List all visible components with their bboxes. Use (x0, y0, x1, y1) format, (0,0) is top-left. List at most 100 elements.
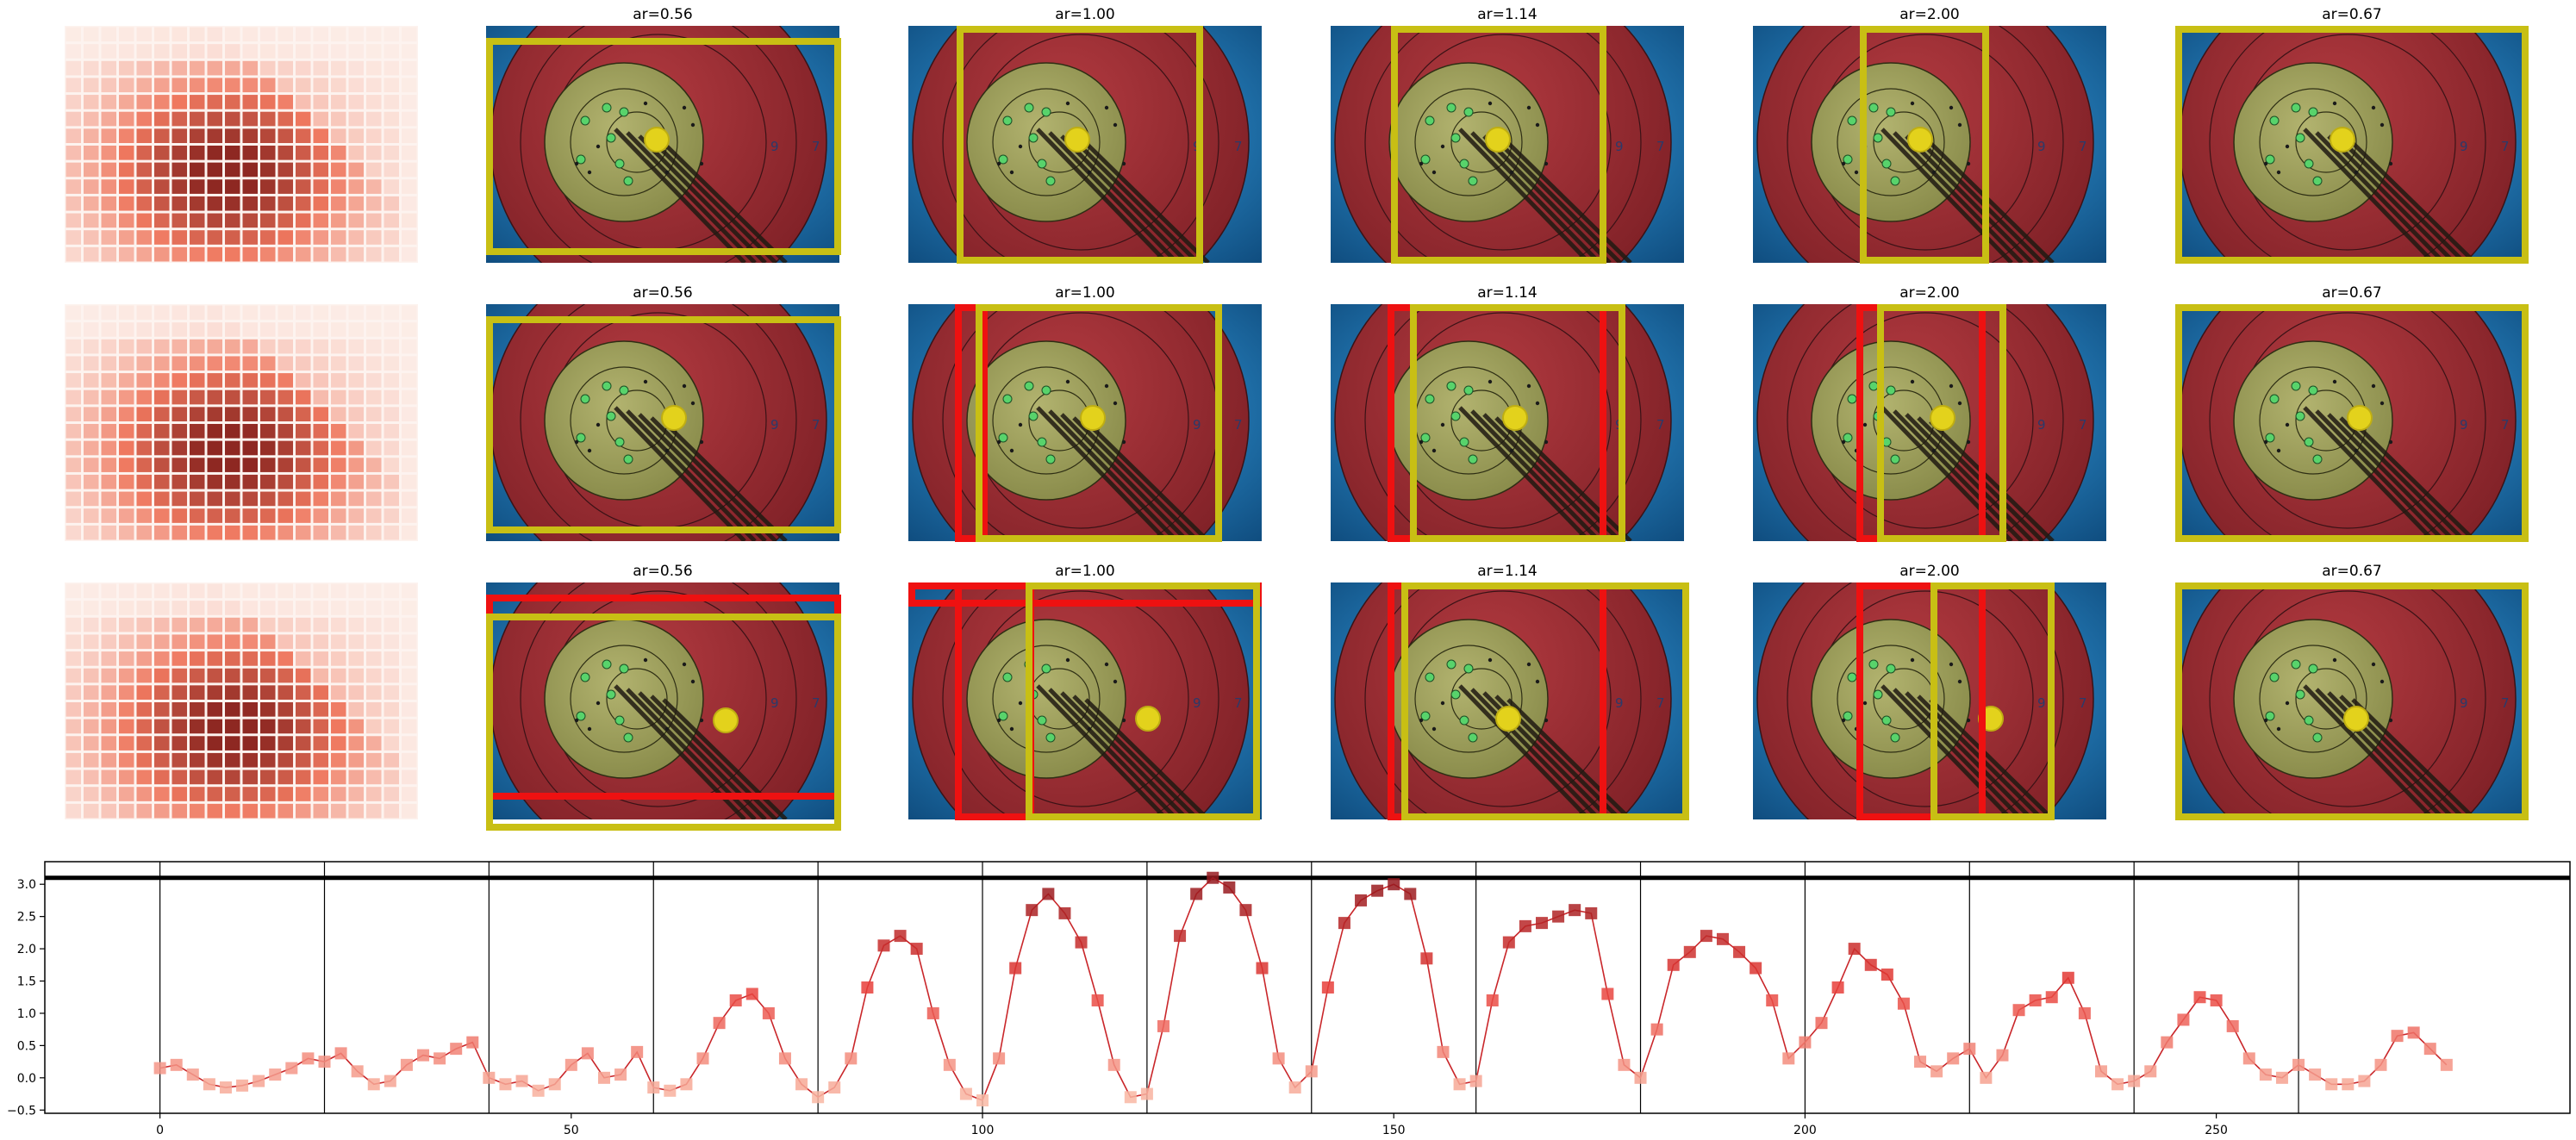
arrow-shaft (1905, 413, 2034, 541)
heatmap-cell (119, 339, 134, 354)
heatmap-cell (402, 27, 417, 42)
data-point (367, 1078, 380, 1091)
target-panel: 9 7 ar=1.00 (908, 284, 1262, 542)
heatmap-cell (296, 601, 311, 615)
data-point (515, 1075, 528, 1087)
arrow-hole (1544, 439, 1549, 445)
heatmap-cell (348, 668, 364, 683)
heatmap-cell (190, 230, 205, 245)
heatmap-cell (101, 78, 116, 93)
ring-label: 9 (1193, 695, 1201, 711)
heatmap-cell (242, 685, 258, 700)
arrow-shaft (1458, 128, 1591, 263)
arrow-nock-icon (1024, 381, 1034, 391)
target-ring-line (1873, 111, 1935, 173)
heatmap-cell (242, 305, 258, 321)
heatmap-cell (348, 583, 364, 599)
heatmap-cell (84, 305, 99, 321)
heatmap-cell (278, 111, 293, 127)
heatmap-cell (260, 685, 276, 700)
gaze-point-marker (713, 707, 739, 733)
data-point (2226, 1019, 2239, 1032)
heatmap-cell (331, 162, 346, 178)
heatmap-cell (384, 769, 399, 785)
heatmap-cell (119, 356, 134, 371)
ring-label: 9 (770, 695, 779, 711)
data-point (1239, 904, 1252, 917)
data-point (1914, 1056, 1927, 1068)
heatmap-cell (136, 752, 152, 768)
heatmap-cell (84, 583, 99, 599)
heatmap-cell (331, 634, 346, 650)
heatmap-cell (296, 60, 311, 76)
arrow-nock-icon (619, 107, 629, 117)
data-point (1782, 1052, 1795, 1065)
heatmap-cell (65, 196, 81, 211)
data-point (1650, 1023, 1663, 1036)
heatmap-cell (101, 685, 116, 700)
arrow-shaft (1036, 684, 1169, 819)
heatmap-cell (190, 196, 205, 211)
data-point (2094, 1065, 2107, 1078)
heatmap-cell (296, 356, 311, 371)
heatmap-cell (384, 95, 399, 109)
heatmap-cell (296, 95, 311, 109)
heatmap-cell (278, 179, 293, 194)
heatmap-cell (190, 128, 205, 143)
heatmap-cell (242, 179, 258, 194)
heatmap-cell (313, 27, 328, 42)
heatmap-cell (101, 736, 116, 751)
data-point (696, 1052, 709, 1065)
heatmap-cell (119, 146, 134, 160)
heatmap-cell (190, 60, 205, 76)
heatmap-cell (242, 719, 258, 734)
heatmap-cell (402, 213, 417, 228)
heatmap-cell (207, 424, 222, 439)
arrow-nock-icon (576, 433, 586, 443)
heatmap-cell (207, 128, 222, 143)
arrow-hole (1488, 101, 1493, 106)
heatmap-cell (225, 440, 240, 456)
heatmap-cell (207, 196, 222, 211)
heatmap-cell (313, 322, 328, 337)
arrow-shaft (638, 413, 767, 541)
heatmap-cell (172, 769, 187, 785)
arrow-nock-icon (2304, 159, 2314, 169)
heatmap-cell (348, 525, 364, 540)
heatmap-cell (172, 356, 187, 371)
data-point (1305, 1065, 1318, 1078)
heatmap-cell (172, 787, 187, 801)
heatmap-cell (154, 736, 170, 751)
heatmap-cell (313, 389, 328, 405)
crop-box (957, 26, 1203, 264)
heatmap-cell (313, 617, 328, 632)
heatmap-cell (278, 146, 293, 160)
arrow-shaft (1072, 416, 1200, 541)
arrow-nock-icon (1881, 159, 1892, 169)
heatmap-cell (136, 78, 152, 93)
heatmap-cell (331, 424, 346, 439)
arrow-shaft (626, 131, 757, 263)
heatmap-cell (366, 508, 382, 523)
ring-label: 7 (2079, 417, 2087, 433)
arrow-shaft (1881, 128, 2013, 263)
heatmap-cell (119, 196, 134, 211)
heatmap-cell (154, 407, 170, 421)
heatmap-cell (366, 95, 382, 109)
arrow-nock-icon (1868, 381, 1879, 391)
crop-box (486, 38, 841, 255)
heatmap-cell (172, 246, 187, 262)
arrow-nock-icon (2304, 715, 2314, 726)
panel-title: ar=1.14 (1477, 284, 1537, 302)
ring-label: 9 (770, 417, 779, 433)
heatmap-cell (190, 803, 205, 819)
heatmap-cell (384, 305, 399, 321)
y-tick-label: 1.5 (17, 975, 36, 989)
heatmap-cell (313, 634, 328, 650)
heatmap-cell (313, 736, 328, 751)
heatmap-cell (225, 617, 240, 632)
arrow-hole (1910, 379, 1915, 384)
heatmap-cell (384, 322, 399, 337)
heatmap-cell (225, 508, 240, 523)
